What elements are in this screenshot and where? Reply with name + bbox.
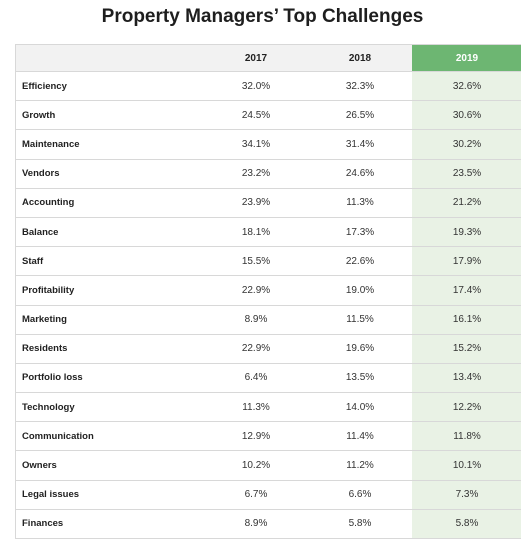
value-cell-2019: 21.2%	[412, 188, 521, 217]
table-row: Efficiency 32.0% 32.3% 32.6%	[16, 72, 521, 102]
row-label: Balance	[22, 226, 59, 238]
header-blank	[16, 45, 204, 71]
row-label: Efficiency	[22, 80, 67, 92]
value-cell-2018: 11.2%	[346, 460, 374, 472]
table-row: Portfolio loss 6.4% 13.5% 13.4%	[16, 363, 521, 394]
value-cell-2019: 30.6%	[412, 101, 521, 130]
row-label: Owners	[22, 460, 57, 472]
row-label: Portfolio loss	[22, 372, 83, 384]
value-cell-2018: 17.3%	[345, 226, 375, 238]
value-cell-2017: 11.3%	[242, 401, 270, 413]
header-2018: 2018	[348, 52, 372, 64]
value-cell-2017: 6.7%	[244, 489, 268, 501]
value-cell-2017: 23.9%	[241, 197, 271, 209]
row-label: Marketing	[22, 314, 67, 326]
value-cell-2019: 10.1%	[412, 451, 521, 480]
table-row: Owners 10.2% 11.2% 10.1%	[16, 451, 521, 481]
value-cell-2019: 7.3%	[412, 480, 521, 509]
row-label: Growth	[22, 109, 56, 121]
value-cell-2017: 15.5%	[241, 255, 271, 267]
header-2017: 2017	[244, 52, 268, 64]
table-row: Maintenance 34.1% 31.4% 30.2%	[16, 130, 521, 160]
value-cell-2017: 23.2%	[241, 168, 271, 180]
table-body: Efficiency 32.0% 32.3% 32.6% Growth 24.5% 26.5…	[16, 72, 521, 539]
value-cell-2017: 8.9%	[244, 518, 268, 530]
row-label: Maintenance	[22, 138, 80, 150]
value-cell-2019: 23.5%	[412, 159, 521, 188]
value-cell-2017: 18.1%	[241, 226, 271, 238]
value-cell-2018: 19.6%	[345, 343, 375, 355]
value-cell-2017: 12.9%	[241, 430, 271, 442]
value-cell-2019: 13.4%	[412, 363, 521, 393]
value-cell-2018: 11.3%	[346, 197, 374, 209]
row-label: Legal issues	[22, 489, 80, 501]
value-cell-2019: 12.2%	[412, 393, 521, 422]
table-row: Marketing 8.9% 11.5% 16.1%	[16, 305, 521, 335]
value-cell-2017: 22.9%	[241, 343, 271, 355]
header-2019: 2019	[412, 45, 521, 71]
value-cell-2018: 24.6%	[345, 168, 375, 180]
value-cell-2019: 16.1%	[412, 305, 521, 334]
value-cell-2017: 32.0%	[241, 80, 271, 92]
table-row: Staff 15.5% 22.6% 17.9%	[16, 247, 521, 277]
value-cell-2019: 17.4%	[412, 276, 521, 305]
value-cell-2018: 5.8%	[348, 518, 372, 530]
value-cell-2018: 26.5%	[345, 109, 375, 121]
value-cell-2019: 15.2%	[412, 334, 521, 363]
value-cell-2018: 19.0%	[345, 284, 375, 296]
table-row: Accounting 23.9% 11.3% 21.2%	[16, 188, 521, 218]
table-row: Finances 8.9% 5.8% 5.8%	[16, 509, 521, 539]
table-row: Balance 18.1% 17.3% 19.3%	[16, 217, 521, 248]
challenges-table: 2017 2018 2019 Efficiency 32.0% 32.3% 32.6%…	[15, 44, 521, 539]
value-cell-2019: 17.9%	[412, 247, 521, 276]
value-cell-2018: 14.0%	[345, 401, 375, 413]
table-row: Communication 12.9% 11.4% 11.8%	[16, 422, 521, 452]
value-cell-2018: 6.6%	[348, 489, 372, 501]
value-cell-2018: 32.3%	[345, 80, 375, 92]
value-cell-2017: 34.1%	[241, 138, 271, 150]
table-header-row: 2017 2018 2019	[16, 45, 521, 72]
value-cell-2019: 30.2%	[412, 130, 521, 159]
chart-title: Property Managers’ Top Challenges	[101, 6, 424, 27]
value-cell-2017: 10.2%	[241, 460, 271, 472]
table-row: Vendors 23.2% 24.6% 23.5%	[16, 159, 521, 189]
value-cell-2018: 13.5%	[345, 372, 375, 384]
value-cell-2019: 11.8%	[412, 422, 521, 451]
table-row: Legal issues 6.7% 6.6% 7.3%	[16, 480, 521, 510]
table-row: Profitability 22.9% 19.0% 17.4%	[16, 276, 521, 306]
value-cell-2018: 31.4%	[345, 138, 375, 150]
value-cell-2017: 22.9%	[241, 284, 271, 296]
row-label: Accounting	[22, 197, 75, 209]
row-label: Communication	[22, 430, 94, 442]
row-label: Profitability	[22, 284, 75, 296]
table-row: Technology 11.3% 14.0% 12.2%	[16, 393, 521, 423]
value-cell-2019: 19.3%	[412, 217, 521, 247]
table-row: Growth 24.5% 26.5% 30.6%	[16, 101, 521, 131]
value-cell-2018: 11.4%	[346, 430, 374, 442]
row-label: Finances	[22, 518, 64, 530]
row-label: Technology	[22, 401, 75, 413]
value-cell-2018: 22.6%	[345, 255, 375, 267]
row-label: Residents	[22, 343, 68, 355]
table-row: Residents 22.9% 19.6% 15.2%	[16, 334, 521, 364]
row-label: Vendors	[22, 168, 60, 180]
row-label: Staff	[22, 255, 44, 267]
value-cell-2017: 24.5%	[241, 109, 271, 121]
value-cell-2017: 6.4%	[244, 372, 268, 384]
value-cell-2019: 5.8%	[412, 509, 521, 538]
value-cell-2017: 8.9%	[244, 314, 268, 326]
value-cell-2019: 32.6%	[412, 72, 521, 101]
value-cell-2018: 11.5%	[346, 314, 374, 326]
